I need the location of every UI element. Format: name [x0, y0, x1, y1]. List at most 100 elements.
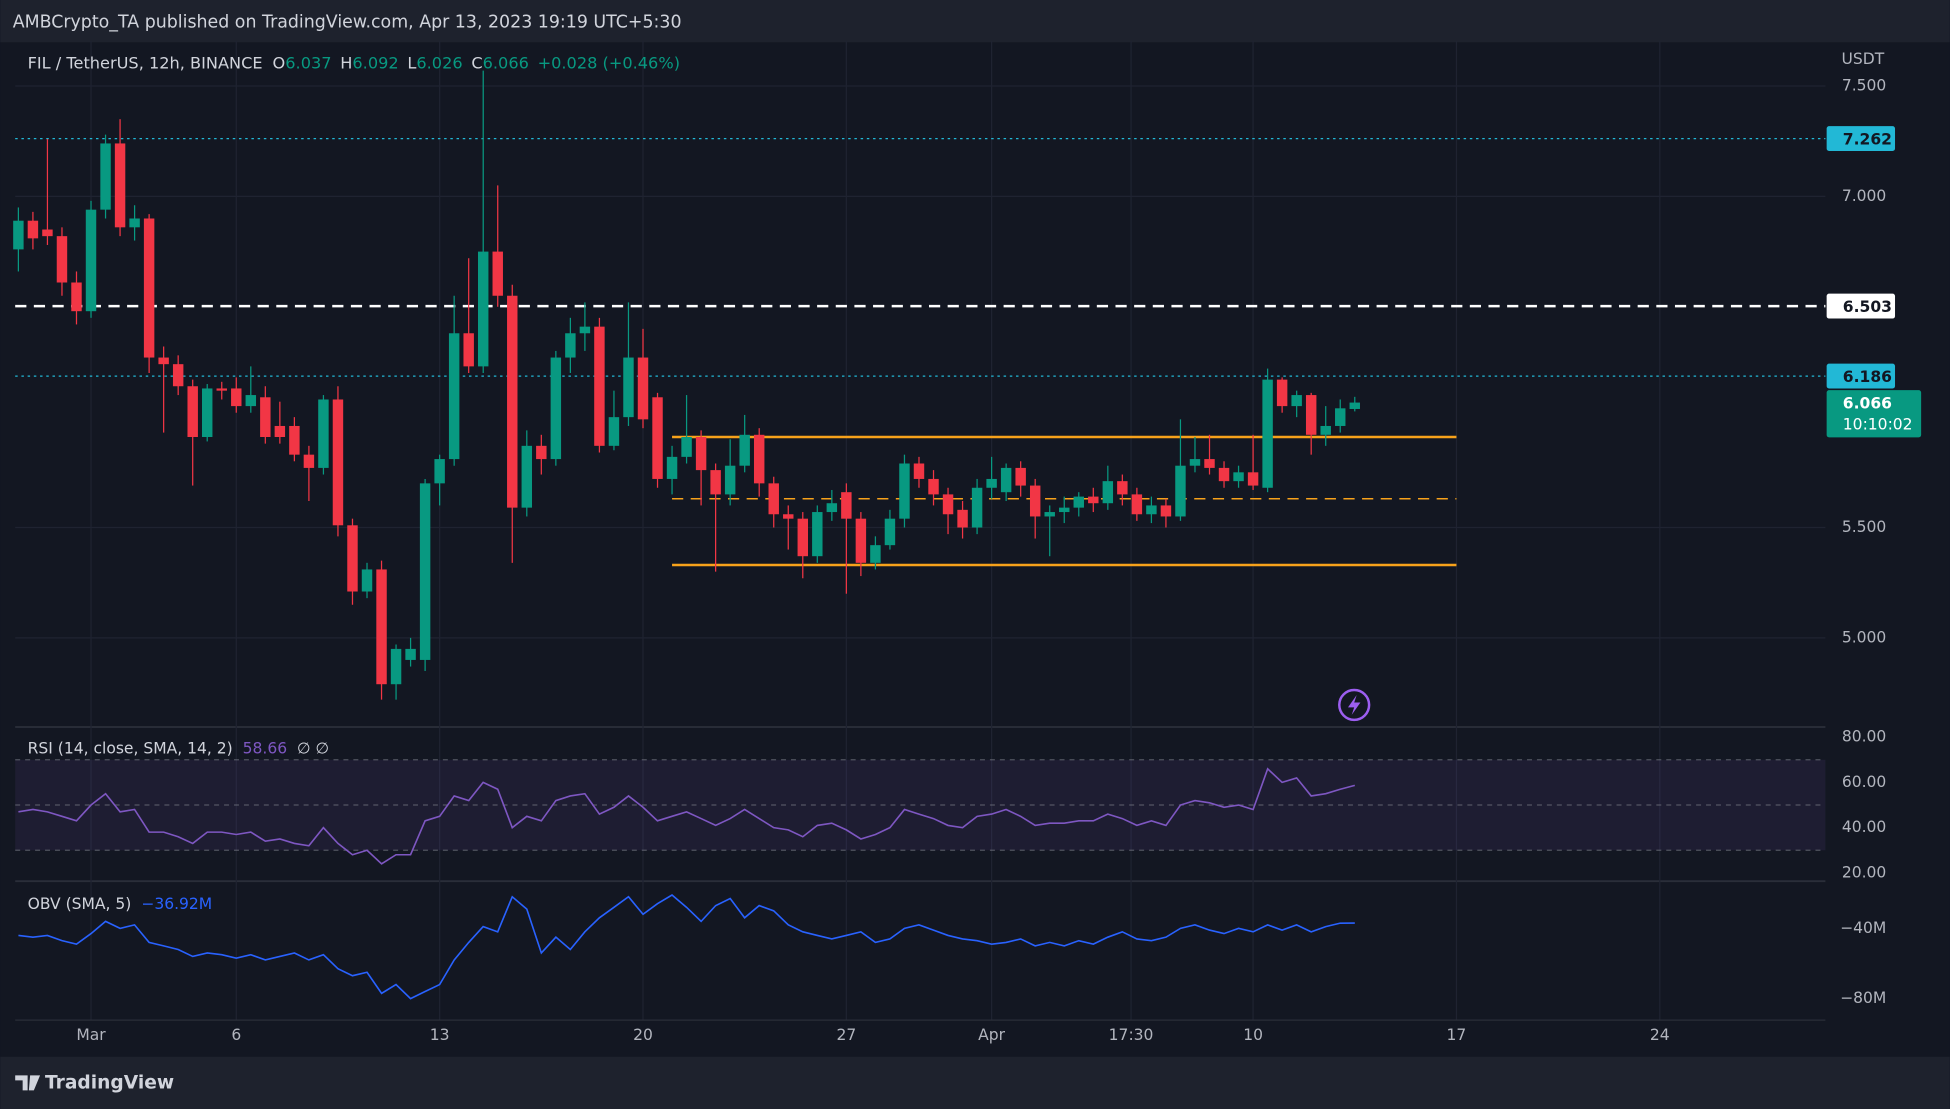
candle-body: [1218, 467, 1230, 482]
publisher: AMBCrypto_TA published on TradingView.co…: [13, 12, 682, 32]
x-tick-label: 17: [1447, 1026, 1467, 1044]
candle-body: [797, 518, 809, 557]
candle-body: [202, 388, 213, 438]
x-tick-label: 20: [633, 1026, 653, 1044]
candle-body: [623, 357, 634, 418]
symbol-legend: FIL / TetherUS, 12h, BINANCE O6.037 H6.092…: [28, 53, 680, 72]
rsi-suffix: ∅ ∅: [297, 739, 329, 757]
candle-body: [1073, 496, 1084, 508]
x-tick-label: 6: [231, 1026, 241, 1044]
chart-layer: Mar 6 13 20 27 Apr 17:30 10 17 24 5.000 5.500 7.000 7…: [13, 41, 1922, 1044]
candle-body: [565, 333, 576, 358]
candle-body: [637, 357, 649, 420]
brand[interactable]: TradingView: [45, 1072, 174, 1093]
candle-body: [812, 512, 823, 557]
y-tick-label: 5.000: [1842, 628, 1886, 646]
candle-body: [71, 282, 82, 312]
y-tick-label: 60.00: [1842, 773, 1886, 791]
x-tick-label: 27: [836, 1026, 856, 1044]
candle-body: [318, 399, 329, 468]
x-tick-label: 24: [1650, 1026, 1670, 1044]
candle-body: [231, 388, 242, 407]
candle-body: [870, 545, 881, 563]
brand-logo[interactable]: TradingView: [15, 1072, 174, 1093]
x-tick-label: 13: [430, 1026, 450, 1044]
candle-body: [85, 209, 97, 312]
candle-body: [507, 295, 518, 508]
obv-legend: OBV (SMA, 5) −36.92M: [28, 894, 213, 912]
candle-body: [1305, 395, 1317, 435]
currency: USDT: [1842, 50, 1885, 68]
candle-body: [114, 143, 126, 228]
logo-mark[interactable]: [15, 1075, 41, 1091]
x-tick-label: Mar: [76, 1026, 106, 1044]
candle-body: [579, 326, 591, 334]
candle-body: [1247, 472, 1259, 486]
symbol: FIL / TetherUS, 12h, BINANCE: [28, 53, 263, 72]
candle-body: [681, 437, 692, 457]
candle-body: [477, 251, 489, 367]
rsi-title: RSI (14, close, SMA, 14, 2): [28, 739, 233, 757]
candle-body: [841, 492, 852, 519]
candle-body: [158, 357, 169, 365]
rsi-legend: RSI (14, close, SMA, 14, 2) 58.66 ∅ ∅: [28, 739, 329, 757]
pane-separator: [15, 726, 1826, 728]
candle-body: [768, 483, 779, 515]
candle-body: [1320, 425, 1331, 435]
indicator-line: [18, 767, 1356, 865]
candle-body: [100, 143, 111, 210]
candle-body: [594, 326, 605, 446]
last-price: 6.066: [1843, 394, 1892, 412]
replay-icon[interactable]: [1338, 688, 1371, 722]
candle-body: [753, 434, 765, 484]
last-price-badge: [1826, 390, 1922, 438]
y-tick-label: 5.500: [1842, 518, 1886, 536]
candle-body: [855, 518, 867, 563]
candle-body: [550, 357, 562, 460]
candle-body: [884, 518, 896, 546]
l-value: 6.026: [416, 53, 462, 72]
candle-body: [608, 417, 620, 446]
candle-body: [1160, 505, 1172, 517]
candle-body: [42, 229, 53, 237]
y-tick-label: −40M: [1840, 919, 1886, 937]
c-letter: C: [471, 53, 482, 72]
icon-circle[interactable]: [1338, 688, 1371, 722]
candle-body: [347, 525, 358, 592]
bar-timer: 10:10:02: [1843, 415, 1913, 433]
candle-body: [1189, 459, 1201, 466]
x-tick-label: 17:30: [1109, 1026, 1154, 1044]
candle-body: [1349, 402, 1360, 409]
candle-body: [1262, 379, 1273, 488]
candle-body: [492, 251, 503, 296]
y-tick-label: 7.500: [1842, 77, 1886, 95]
bottom-bar: [0, 1056, 1950, 1109]
candle-body: [187, 386, 198, 438]
y-tick-label: −80M: [1840, 989, 1886, 1007]
candle-body: [27, 220, 39, 239]
candle-body: [376, 569, 387, 685]
candle-body: [13, 220, 24, 250]
candle-body: [419, 483, 431, 660]
candle-body: [1131, 494, 1143, 515]
candle-body: [1117, 481, 1128, 495]
candle-body: [172, 364, 184, 387]
candle-body: [666, 456, 678, 479]
candle-body: [216, 388, 227, 391]
candle-body: [1146, 505, 1157, 515]
candle-body: [1088, 496, 1099, 504]
y-tick-label: 80.00: [1842, 728, 1886, 746]
candle-body: [1015, 467, 1026, 486]
y-tick-label: 7.000: [1842, 187, 1886, 205]
candle-body: [274, 425, 286, 438]
candle-body: [1204, 459, 1215, 468]
candle-body: [1029, 485, 1041, 517]
icon-bolt[interactable]: [1347, 694, 1361, 715]
h-letter: H: [340, 53, 352, 72]
candle-body: [521, 445, 533, 508]
price-badge: [1826, 126, 1896, 152]
candle-body: [783, 514, 794, 519]
candle-body: [986, 478, 997, 488]
